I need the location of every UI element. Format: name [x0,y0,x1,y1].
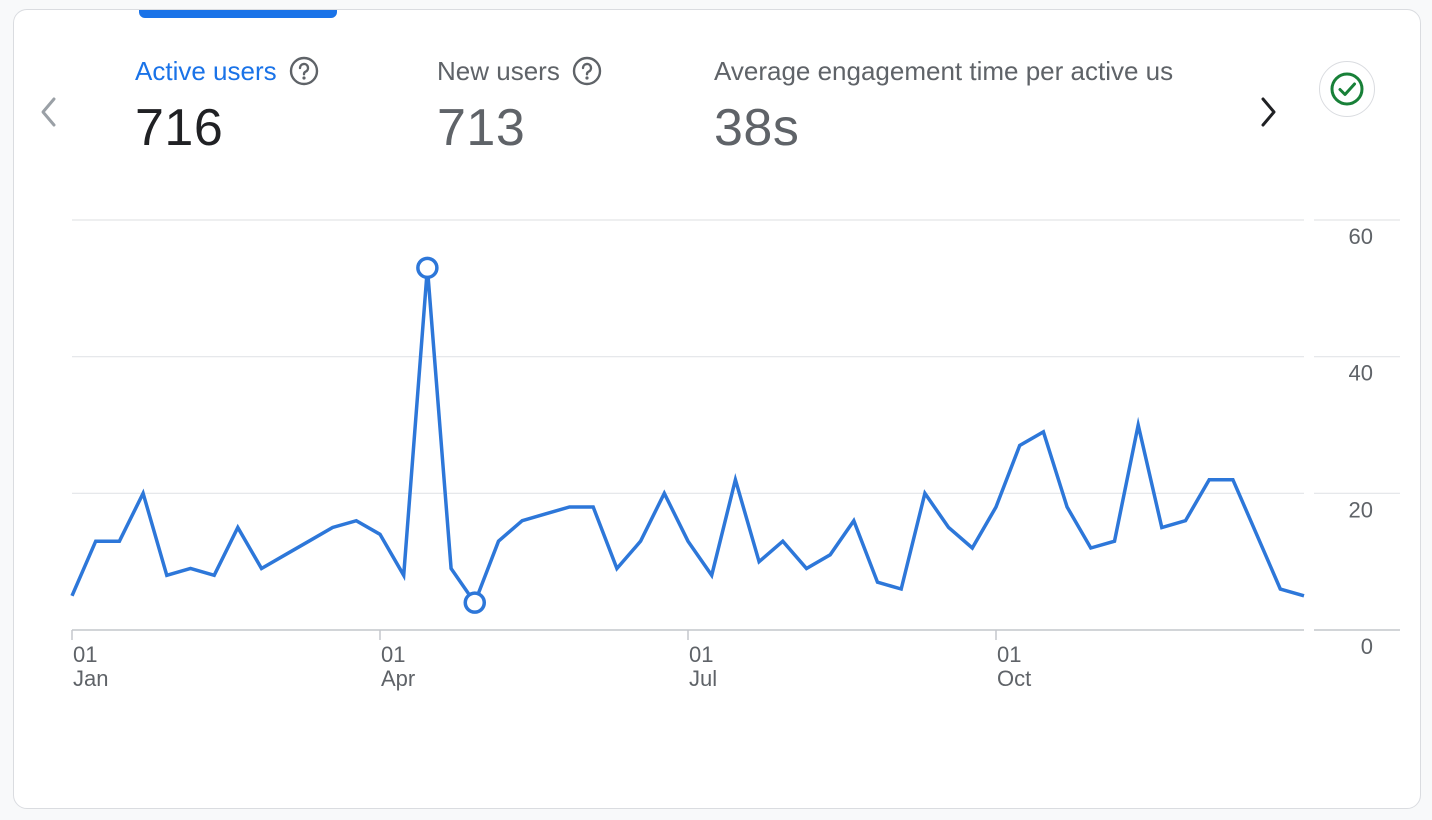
metric-value: 38s [714,99,800,154]
previous-metrics-button[interactable] [29,92,69,132]
help-circle-icon[interactable] [572,56,602,86]
x-tick-month-label: Oct [997,666,1031,691]
selected-tab-indicator [139,10,337,18]
next-metrics-button[interactable] [1248,92,1288,132]
metric-label: New users [437,55,560,86]
y-tick-label: 60 [1349,224,1373,249]
x-tick-day-label: 01 [73,642,97,667]
y-tick-label: 20 [1349,497,1373,522]
metric-value: 716 [135,99,224,157]
highlight-data-point [463,591,487,614]
x-tick-day-label: 01 [997,642,1021,667]
x-tick-day-label: 01 [381,642,405,667]
data-quality-status-button[interactable] [1319,61,1375,117]
highlight-data-point [416,256,439,280]
x-tick-month-label: Apr [381,666,415,691]
y-tick-label: 0 [1361,634,1373,659]
x-tick-month-label: Jan [73,666,108,691]
metric-label: Average engagement time per active us [714,55,1174,86]
metric-tab-active-users[interactable]: Active users 716 [135,54,319,154]
metric-value: 713 [437,99,526,157]
y-tick-label: 40 [1349,361,1373,386]
check-circle-icon [1330,72,1364,106]
metric-tab-avg-engagement-time[interactable]: Average engagement time per active us 38… [714,54,1234,155]
series-line [70,267,1305,607]
chevron-left-icon [41,97,56,127]
chevron-right-icon [1261,97,1276,127]
help-circle-icon[interactable] [289,56,319,86]
x-tick-day-label: 01 [689,642,713,667]
x-tick-month-label: Jul [689,666,717,691]
metric-tab-new-users[interactable]: New users 713 [437,54,602,154]
report-card: Active users 716 New users 713 Average e… [13,9,1421,809]
metric-label: Active users [135,55,277,86]
